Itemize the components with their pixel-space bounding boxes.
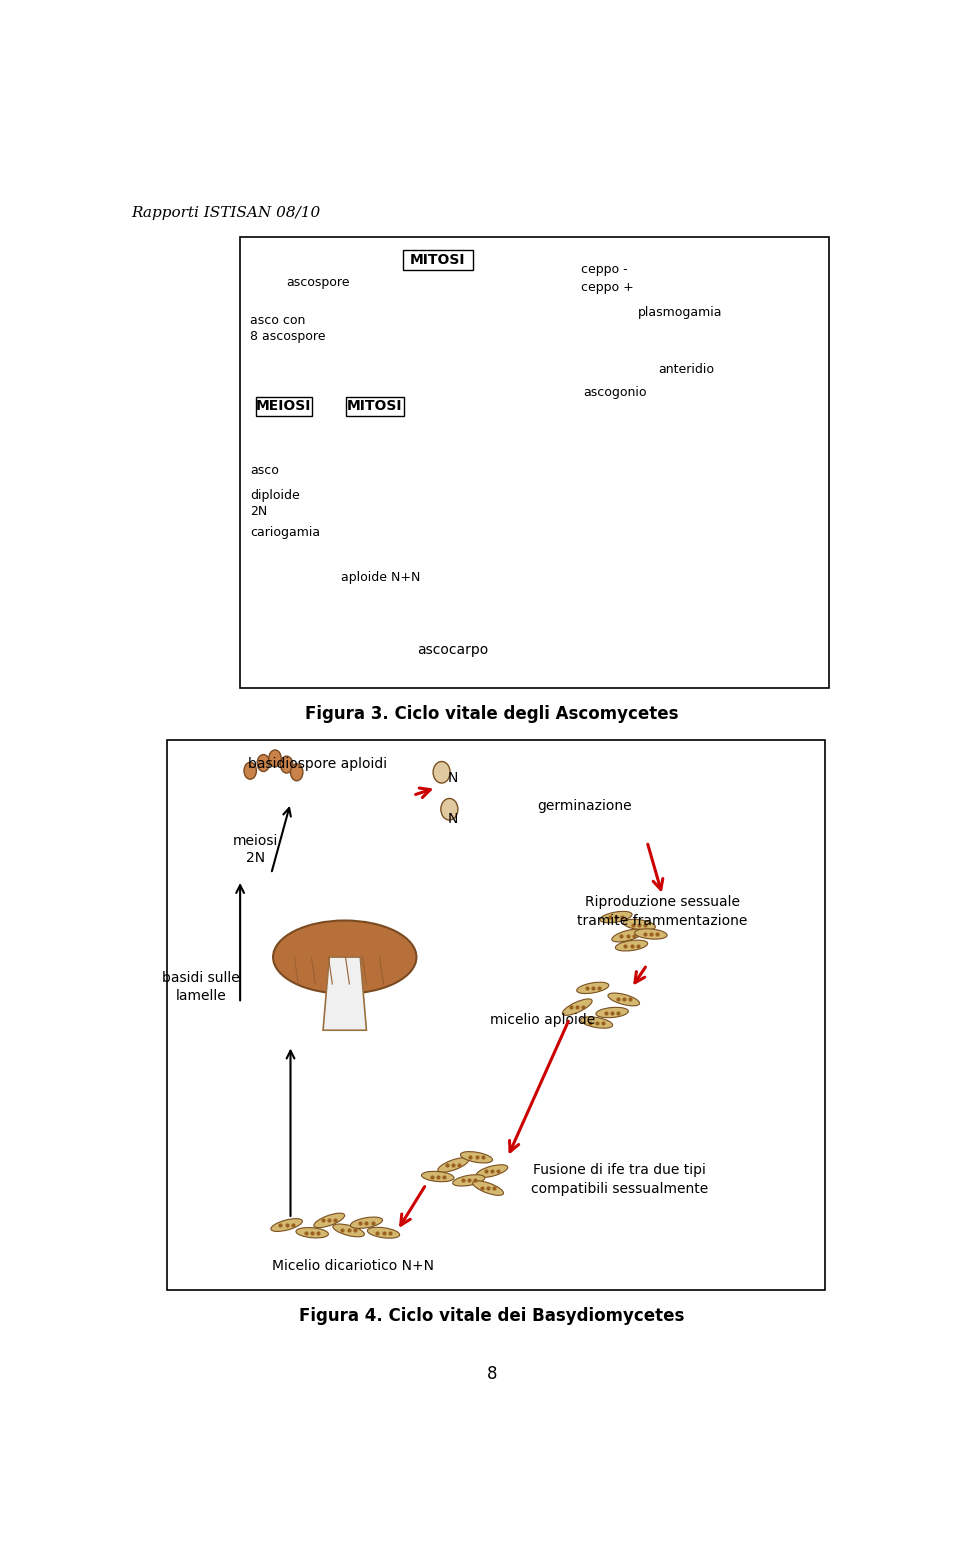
Text: ascospore: ascospore: [286, 276, 349, 288]
Ellipse shape: [291, 764, 303, 781]
Text: basidiospore aploidi: basidiospore aploidi: [248, 756, 387, 770]
Ellipse shape: [615, 940, 648, 951]
Text: Fusione di ife tra due tipi
compatibili sessualmente: Fusione di ife tra due tipi compatibili …: [531, 1163, 708, 1196]
Text: Rapporti ISTISAN 08/10: Rapporti ISTISAN 08/10: [132, 206, 321, 220]
Ellipse shape: [563, 999, 592, 1015]
Ellipse shape: [296, 1227, 328, 1238]
Ellipse shape: [608, 993, 639, 1006]
Ellipse shape: [433, 761, 450, 783]
Ellipse shape: [600, 912, 632, 923]
Text: asco con
8 ascospore: asco con 8 ascospore: [251, 313, 325, 343]
Text: cariogamia: cariogamia: [251, 525, 321, 539]
Text: diploide
2N: diploide 2N: [251, 490, 300, 518]
Ellipse shape: [612, 929, 643, 942]
Ellipse shape: [635, 929, 667, 939]
Ellipse shape: [350, 1218, 382, 1228]
Text: ascocarpo: ascocarpo: [418, 642, 489, 656]
Text: plasmogamia: plasmogamia: [637, 307, 722, 320]
Text: ascogonio: ascogonio: [584, 385, 647, 399]
Text: N: N: [448, 770, 459, 784]
Ellipse shape: [257, 755, 270, 772]
Text: ceppo +: ceppo +: [581, 281, 634, 295]
Ellipse shape: [596, 1007, 629, 1018]
Text: Figura 4. Ciclo vitale dei Basydiomycetes: Figura 4. Ciclo vitale dei Basydiomycete…: [300, 1308, 684, 1325]
Ellipse shape: [273, 920, 417, 993]
Text: MEIOSI: MEIOSI: [255, 399, 311, 413]
Text: 2N: 2N: [246, 851, 265, 865]
Ellipse shape: [623, 920, 656, 931]
Polygon shape: [347, 396, 403, 416]
Text: aploide N+N: aploide N+N: [341, 571, 420, 583]
Polygon shape: [403, 251, 472, 270]
Ellipse shape: [368, 1227, 399, 1238]
Text: N: N: [448, 812, 459, 826]
Ellipse shape: [421, 1171, 454, 1182]
Text: Riproduzione sessuale
tramite frammentazione: Riproduzione sessuale tramite frammentaz…: [577, 895, 748, 928]
Text: asco: asco: [251, 465, 279, 477]
Text: micelio aploide: micelio aploide: [490, 1012, 595, 1026]
Ellipse shape: [476, 1165, 508, 1177]
Ellipse shape: [577, 982, 609, 993]
Ellipse shape: [461, 1152, 492, 1163]
Polygon shape: [255, 396, 312, 416]
Ellipse shape: [314, 1213, 345, 1227]
Text: Micelio dicariotico N+N: Micelio dicariotico N+N: [272, 1260, 434, 1272]
Ellipse shape: [333, 1224, 365, 1236]
Ellipse shape: [581, 1016, 612, 1029]
Polygon shape: [324, 957, 367, 1030]
Text: germinazione: germinazione: [538, 800, 633, 814]
Text: ceppo -: ceppo -: [581, 262, 628, 276]
Text: Figura 3. Ciclo vitale degli Ascomycetes: Figura 3. Ciclo vitale degli Ascomycetes: [305, 705, 679, 722]
Text: 8: 8: [487, 1366, 497, 1383]
Ellipse shape: [269, 750, 281, 767]
Ellipse shape: [438, 1158, 468, 1172]
Ellipse shape: [244, 762, 256, 780]
Ellipse shape: [441, 798, 458, 820]
Text: anteridio: anteridio: [659, 363, 714, 376]
Text: basidi sulle
lamelle: basidi sulle lamelle: [162, 971, 240, 1004]
Ellipse shape: [472, 1180, 503, 1196]
Text: meiosi: meiosi: [233, 834, 278, 848]
Text: MITOSI: MITOSI: [410, 253, 466, 267]
Ellipse shape: [271, 1219, 302, 1232]
Text: MITOSI: MITOSI: [348, 399, 403, 413]
Ellipse shape: [453, 1175, 485, 1186]
Ellipse shape: [280, 756, 293, 773]
